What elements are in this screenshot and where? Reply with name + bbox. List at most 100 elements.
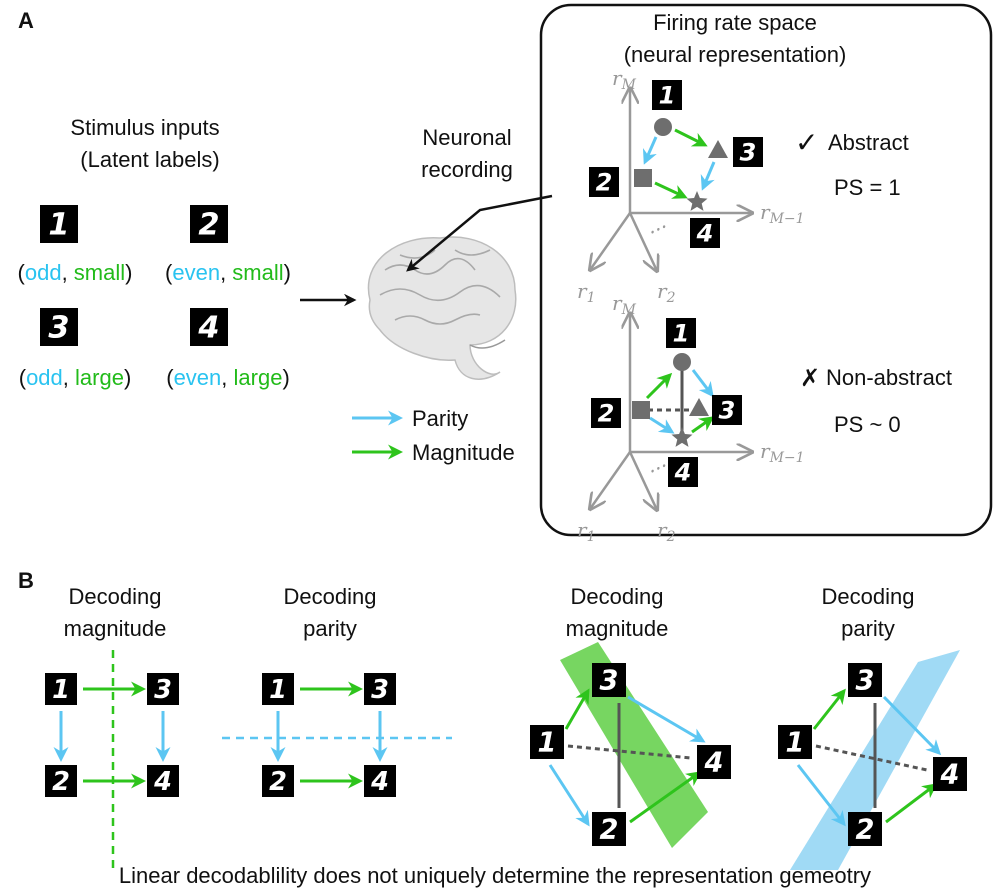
digit-tile-1: 1 xyxy=(45,673,77,705)
firing-space-title: Firing rate space xyxy=(653,10,817,35)
square-marker xyxy=(634,169,652,187)
b3-magnitude-3d: 1 3 4 2 xyxy=(530,663,731,846)
svg-text:3: 3 xyxy=(600,666,619,697)
digit-tile-3: 3 xyxy=(848,663,882,697)
magnitude-arrow xyxy=(812,688,846,730)
digit-tile-1: 1 xyxy=(530,725,564,759)
parity-arrow xyxy=(548,764,590,827)
svg-text:3: 3 xyxy=(740,138,757,166)
digit-tile-1: 1 xyxy=(262,673,294,705)
b3-title-1: Decoding xyxy=(571,584,664,609)
svg-text:r2: r2 xyxy=(657,279,676,306)
magnitude-arrow xyxy=(645,372,673,400)
magnitude-arrow xyxy=(674,128,708,147)
svg-text:4: 4 xyxy=(704,748,724,779)
b2-parity-flat: 1 3 2 4 xyxy=(262,673,396,797)
digit-tile-1: 1 xyxy=(666,318,696,348)
svg-text:4: 4 xyxy=(370,767,389,797)
magnitude-arrow xyxy=(885,783,938,824)
digit-tile-2: 2 xyxy=(45,765,77,797)
magnitude-arrow xyxy=(629,771,702,824)
digit-tile-3: 3 xyxy=(592,663,626,697)
svg-text:3: 3 xyxy=(48,311,69,346)
star-marker xyxy=(686,191,708,211)
svg-text:1: 1 xyxy=(538,728,557,759)
svg-text:2: 2 xyxy=(52,767,70,797)
parity-arrow xyxy=(882,695,942,756)
panel-label-a: A xyxy=(18,8,34,33)
digit-tile-3: 3 xyxy=(40,308,78,346)
triangle-marker xyxy=(689,398,709,416)
svg-text:4: 4 xyxy=(153,767,172,797)
magnitude-arrow xyxy=(564,688,590,730)
svg-text:1: 1 xyxy=(269,675,287,705)
digit-tile-1: 1 xyxy=(40,205,78,243)
svg-text:1: 1 xyxy=(52,675,70,705)
parity-arrow xyxy=(700,161,716,191)
svg-text:rM−1: rM−1 xyxy=(760,439,805,466)
digit-tile-3: 3 xyxy=(733,137,763,167)
digit-tile-4: 4 xyxy=(697,745,731,779)
firing-space-subtitle: (neural representation) xyxy=(624,42,847,67)
digit-tile-2: 2 xyxy=(190,205,228,243)
svg-text:3: 3 xyxy=(856,666,875,697)
digit-tile-4: 4 xyxy=(190,308,228,346)
svg-text:4: 4 xyxy=(674,458,692,486)
digit-tile-1: 1 xyxy=(652,80,682,110)
abstract-label: Abstract xyxy=(828,130,909,155)
circle-marker xyxy=(673,353,691,371)
digit-tile-2: 2 xyxy=(591,398,621,428)
b2-title-2: parity xyxy=(303,616,357,641)
digit-tile-4: 4 xyxy=(364,765,396,797)
svg-text:r1: r1 xyxy=(577,518,595,545)
panel-label-b: B xyxy=(18,568,34,593)
svg-text:2: 2 xyxy=(198,208,219,243)
svg-text:2: 2 xyxy=(856,815,875,846)
stimulus-subtitle: (Latent labels) xyxy=(80,147,219,172)
stimulus-title: Stimulus inputs xyxy=(70,115,219,140)
b4-parity-3d: 1 3 4 2 xyxy=(778,663,967,846)
svg-text:4: 4 xyxy=(940,760,960,791)
b3-title-2: magnitude xyxy=(566,616,669,641)
digit-tile-4: 4 xyxy=(690,218,720,248)
b1-title-2: magnitude xyxy=(64,616,167,641)
svg-text:1: 1 xyxy=(659,81,676,109)
digit-tile-2: 2 xyxy=(589,167,619,197)
digit-tile-2: 2 xyxy=(848,812,882,846)
svg-text:1: 1 xyxy=(673,319,690,347)
svg-text:rM: rM xyxy=(612,291,637,318)
digit-tile-3: 3 xyxy=(147,673,179,705)
recording-arrow xyxy=(406,194,553,272)
svg-text:3: 3 xyxy=(371,675,389,705)
svg-text:(even, large): (even, large) xyxy=(166,365,290,390)
svg-text:(even, small): (even, small) xyxy=(165,260,291,285)
svg-text:4: 4 xyxy=(197,311,219,346)
svg-text:2: 2 xyxy=(596,168,613,196)
svg-text:rM: rM xyxy=(612,66,637,93)
b4-title-2: parity xyxy=(841,616,895,641)
svg-text:rM−1: rM−1 xyxy=(760,200,805,227)
svg-text:3: 3 xyxy=(719,396,736,424)
digit-tile-4: 4 xyxy=(668,457,698,487)
triangle-marker xyxy=(708,140,728,158)
svg-text:r2: r2 xyxy=(657,518,676,545)
svg-text:2: 2 xyxy=(598,399,615,427)
firing-space-box xyxy=(539,3,993,537)
svg-text:2: 2 xyxy=(269,767,287,797)
cross-icon: ✗ xyxy=(800,365,820,392)
digit-tile-3: 3 xyxy=(364,673,396,705)
square-marker xyxy=(632,401,650,419)
digit-tile-4: 4 xyxy=(147,765,179,797)
star-marker xyxy=(671,427,693,447)
b4-title-1: Decoding xyxy=(822,584,915,609)
panel-b-caption: Linear decodablility does not uniquely d… xyxy=(119,863,871,888)
parity-arrow xyxy=(691,369,714,398)
legend-parity: Parity xyxy=(412,406,468,431)
svg-text:1: 1 xyxy=(786,728,805,759)
abstract-ps: PS = 1 xyxy=(834,175,901,200)
b1-magnitude-flat: 1 3 2 4 xyxy=(45,673,179,797)
svg-text:2: 2 xyxy=(600,815,619,846)
parity-arrow xyxy=(627,695,706,743)
